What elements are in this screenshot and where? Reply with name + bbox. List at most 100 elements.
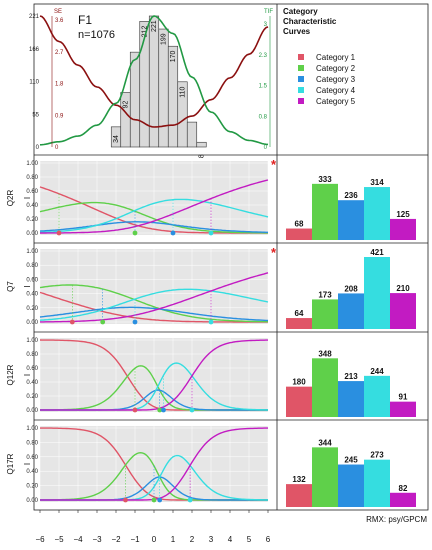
histogram-count-label: 199: [161, 33, 168, 45]
frequency-value: 236: [344, 191, 358, 200]
histogram-bar: [129, 51, 141, 148]
legend-label: Category 1: [316, 53, 356, 62]
y-tick-label: 0.20: [26, 217, 38, 223]
y-tick-label: 0.20: [26, 306, 38, 312]
factor-label: F1: [78, 13, 92, 27]
tif-curve: [39, 15, 269, 146]
histogram-count-label: 92: [123, 101, 130, 109]
frequency-value: 245: [344, 456, 358, 465]
y-tick-label: 0.60: [26, 455, 38, 461]
legend-title-line-1: Category: [283, 7, 318, 16]
frequency-value: 333: [318, 175, 332, 184]
x-tick-label: −2: [111, 535, 121, 544]
x-tick-label: 5: [247, 535, 252, 544]
item-label: Q17R: [6, 453, 15, 474]
y-tick-label: 0.40: [26, 380, 38, 386]
y-tick-label: 0.60: [26, 366, 38, 372]
frequency-bar: [312, 358, 338, 417]
histogram-count-label: 34: [113, 135, 120, 143]
x-tick-label: −4: [73, 535, 83, 544]
threshold-marker: [161, 407, 166, 413]
category-curve-4: [39, 288, 269, 321]
count-tick-label: 221: [29, 14, 40, 20]
legend-swatch: [298, 76, 304, 82]
y-tick-label: 0.80: [26, 263, 38, 269]
category-curve-3: [39, 221, 268, 233]
threshold-marker: [208, 319, 214, 325]
frequency-bar: [338, 200, 364, 240]
frequency-value: 213: [344, 372, 358, 381]
frequency-bar: [286, 228, 312, 240]
frequency-value: 125: [396, 210, 410, 219]
item-label: Q7: [6, 281, 15, 292]
threshold-marker: [157, 407, 163, 413]
y-tick-label: 0.60: [26, 277, 38, 283]
category-frequency-bars: 180 348 213 244 91: [286, 349, 416, 417]
footer-text: RMX: psy/GPCM: [366, 515, 427, 524]
item-panel-q12r: 0.00 0.20 0.40 0.60 0.80 1.00 Q12R 180 348 213 244…: [6, 338, 416, 417]
histogram-count-label: 170: [170, 50, 177, 62]
y-tick-label: 0.00: [26, 231, 38, 237]
frequency-bar: [338, 381, 364, 417]
legend-swatch: [298, 65, 304, 71]
histogram-bar: [158, 28, 169, 148]
legend-swatch: [298, 87, 304, 93]
frequency-value: 421: [370, 248, 384, 257]
x-tick-label: 0: [152, 535, 157, 544]
frequency-value: 314: [370, 178, 384, 187]
legend-label: Category 3: [316, 75, 356, 84]
threshold-marker: [123, 497, 128, 503]
y-tick-label: 0.00: [26, 408, 38, 414]
category-curve-4: [40, 198, 269, 233]
tif-tick-label: 0: [264, 145, 268, 151]
threshold-marker: [151, 497, 157, 503]
frequency-bar: [286, 318, 312, 329]
frequency-value: 244: [370, 367, 384, 376]
frequency-bar: [286, 386, 312, 417]
category-frequency-bars: 132 344 245 273 82: [286, 438, 416, 507]
threshold-marker: [56, 230, 62, 236]
x-tick-label: 3: [209, 535, 214, 544]
y-tick-label: 1.00: [26, 426, 38, 432]
count-tick-label: 55: [32, 112, 39, 118]
category-legend: Category Characteristic Curves Category …: [283, 7, 356, 106]
frequency-value: 91: [399, 393, 408, 402]
frequency-value: 273: [370, 451, 384, 460]
legend-items: Category 1 Category 2 Category 3 Category 4…: [298, 53, 356, 106]
item-panel-q7: 0.00 0.20 0.40 0.60 0.80 1.00 Q7 * 64 173 208 421 21…: [6, 245, 416, 329]
tif-tick-label: 3: [264, 22, 268, 28]
y-tick-label: 0.00: [26, 498, 38, 504]
y-tick-label: 0.40: [26, 292, 38, 298]
frequency-value: 68: [295, 220, 304, 229]
category-curve-5: [40, 272, 269, 323]
histogram-bar: [120, 92, 131, 148]
se-tick-label: 0.9: [55, 113, 64, 119]
se-tick-label: 1.8: [55, 82, 64, 88]
frequency-value: 82: [399, 484, 408, 493]
threshold-marker: [187, 497, 193, 503]
category-curve-5: [40, 339, 268, 411]
y-tick-label: 0.20: [26, 484, 38, 490]
frequency-bar: [338, 464, 364, 507]
tif-tick-label: 2.3: [259, 53, 268, 59]
frequency-bar: [312, 183, 338, 240]
x-tick-label: 1: [171, 535, 176, 544]
x-tick-label: −3: [92, 535, 102, 544]
tif-tick-label: 1.5: [259, 84, 268, 90]
se-tick-label: 2.7: [55, 50, 64, 56]
category-frequency-bars: 64 173 208 421 210: [286, 248, 416, 329]
frequency-bar: [312, 299, 338, 329]
legend-swatch: [298, 54, 304, 60]
frequency-bar: [338, 293, 364, 329]
frequency-value: 64: [295, 309, 304, 318]
y-tick-label: 0.40: [26, 203, 38, 209]
histogram-bar: [186, 121, 198, 148]
y-tick-label: 0.20: [26, 394, 38, 400]
item-panel-q17r: 0.00 0.20 0.40 0.60 0.80 1.00 Q17R 132 344 245 273…: [6, 426, 416, 507]
item-panel-q2r: 0.00 0.20 0.40 0.60 0.80 1.00 Q2R * 68 333 236 314 1…: [6, 157, 416, 240]
x-tick-label: 6: [266, 535, 271, 544]
category-curve-2: [39, 201, 268, 234]
threshold-marker: [189, 407, 195, 413]
frequency-bar: [364, 187, 390, 240]
